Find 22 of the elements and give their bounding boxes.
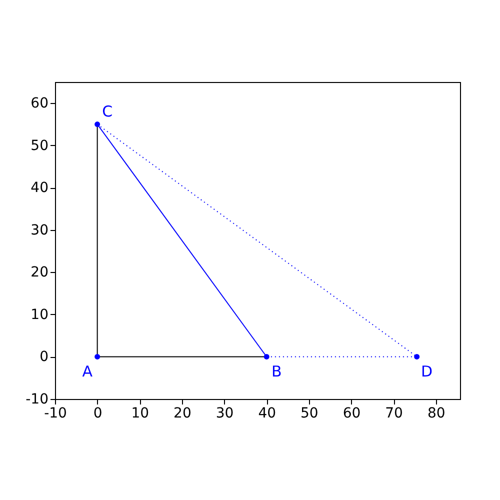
y-tick-label: 60 [30,96,48,112]
annotation: B [271,362,282,381]
x-tick-label: -10 [44,406,67,422]
x-tick-label: 70 [385,406,403,422]
x-tick-label: 10 [131,406,150,422]
x-tick-label: 0 [93,406,102,422]
annotation: C [102,102,113,120]
x-tick-label: 20 [174,406,192,422]
y-tick-label: 50 [30,138,48,154]
annotation: A [82,362,94,381]
y-tick-label: 30 [30,222,48,238]
x-tick-label: 80 [427,406,446,422]
y-tick-label: 0 [40,349,48,366]
y-tick-label: 20 [30,264,48,281]
annotation: D [421,362,433,381]
y-tick-label: 10 [30,306,48,323]
y-tick-label: -10 [26,392,48,408]
x-tick-label: 40 [258,406,276,422]
x-tick-label: 30 [216,406,234,422]
x-tick-label: 60 [342,406,361,422]
y-tick-label: 40 [30,180,48,196]
x-tick-label: 50 [300,406,318,422]
